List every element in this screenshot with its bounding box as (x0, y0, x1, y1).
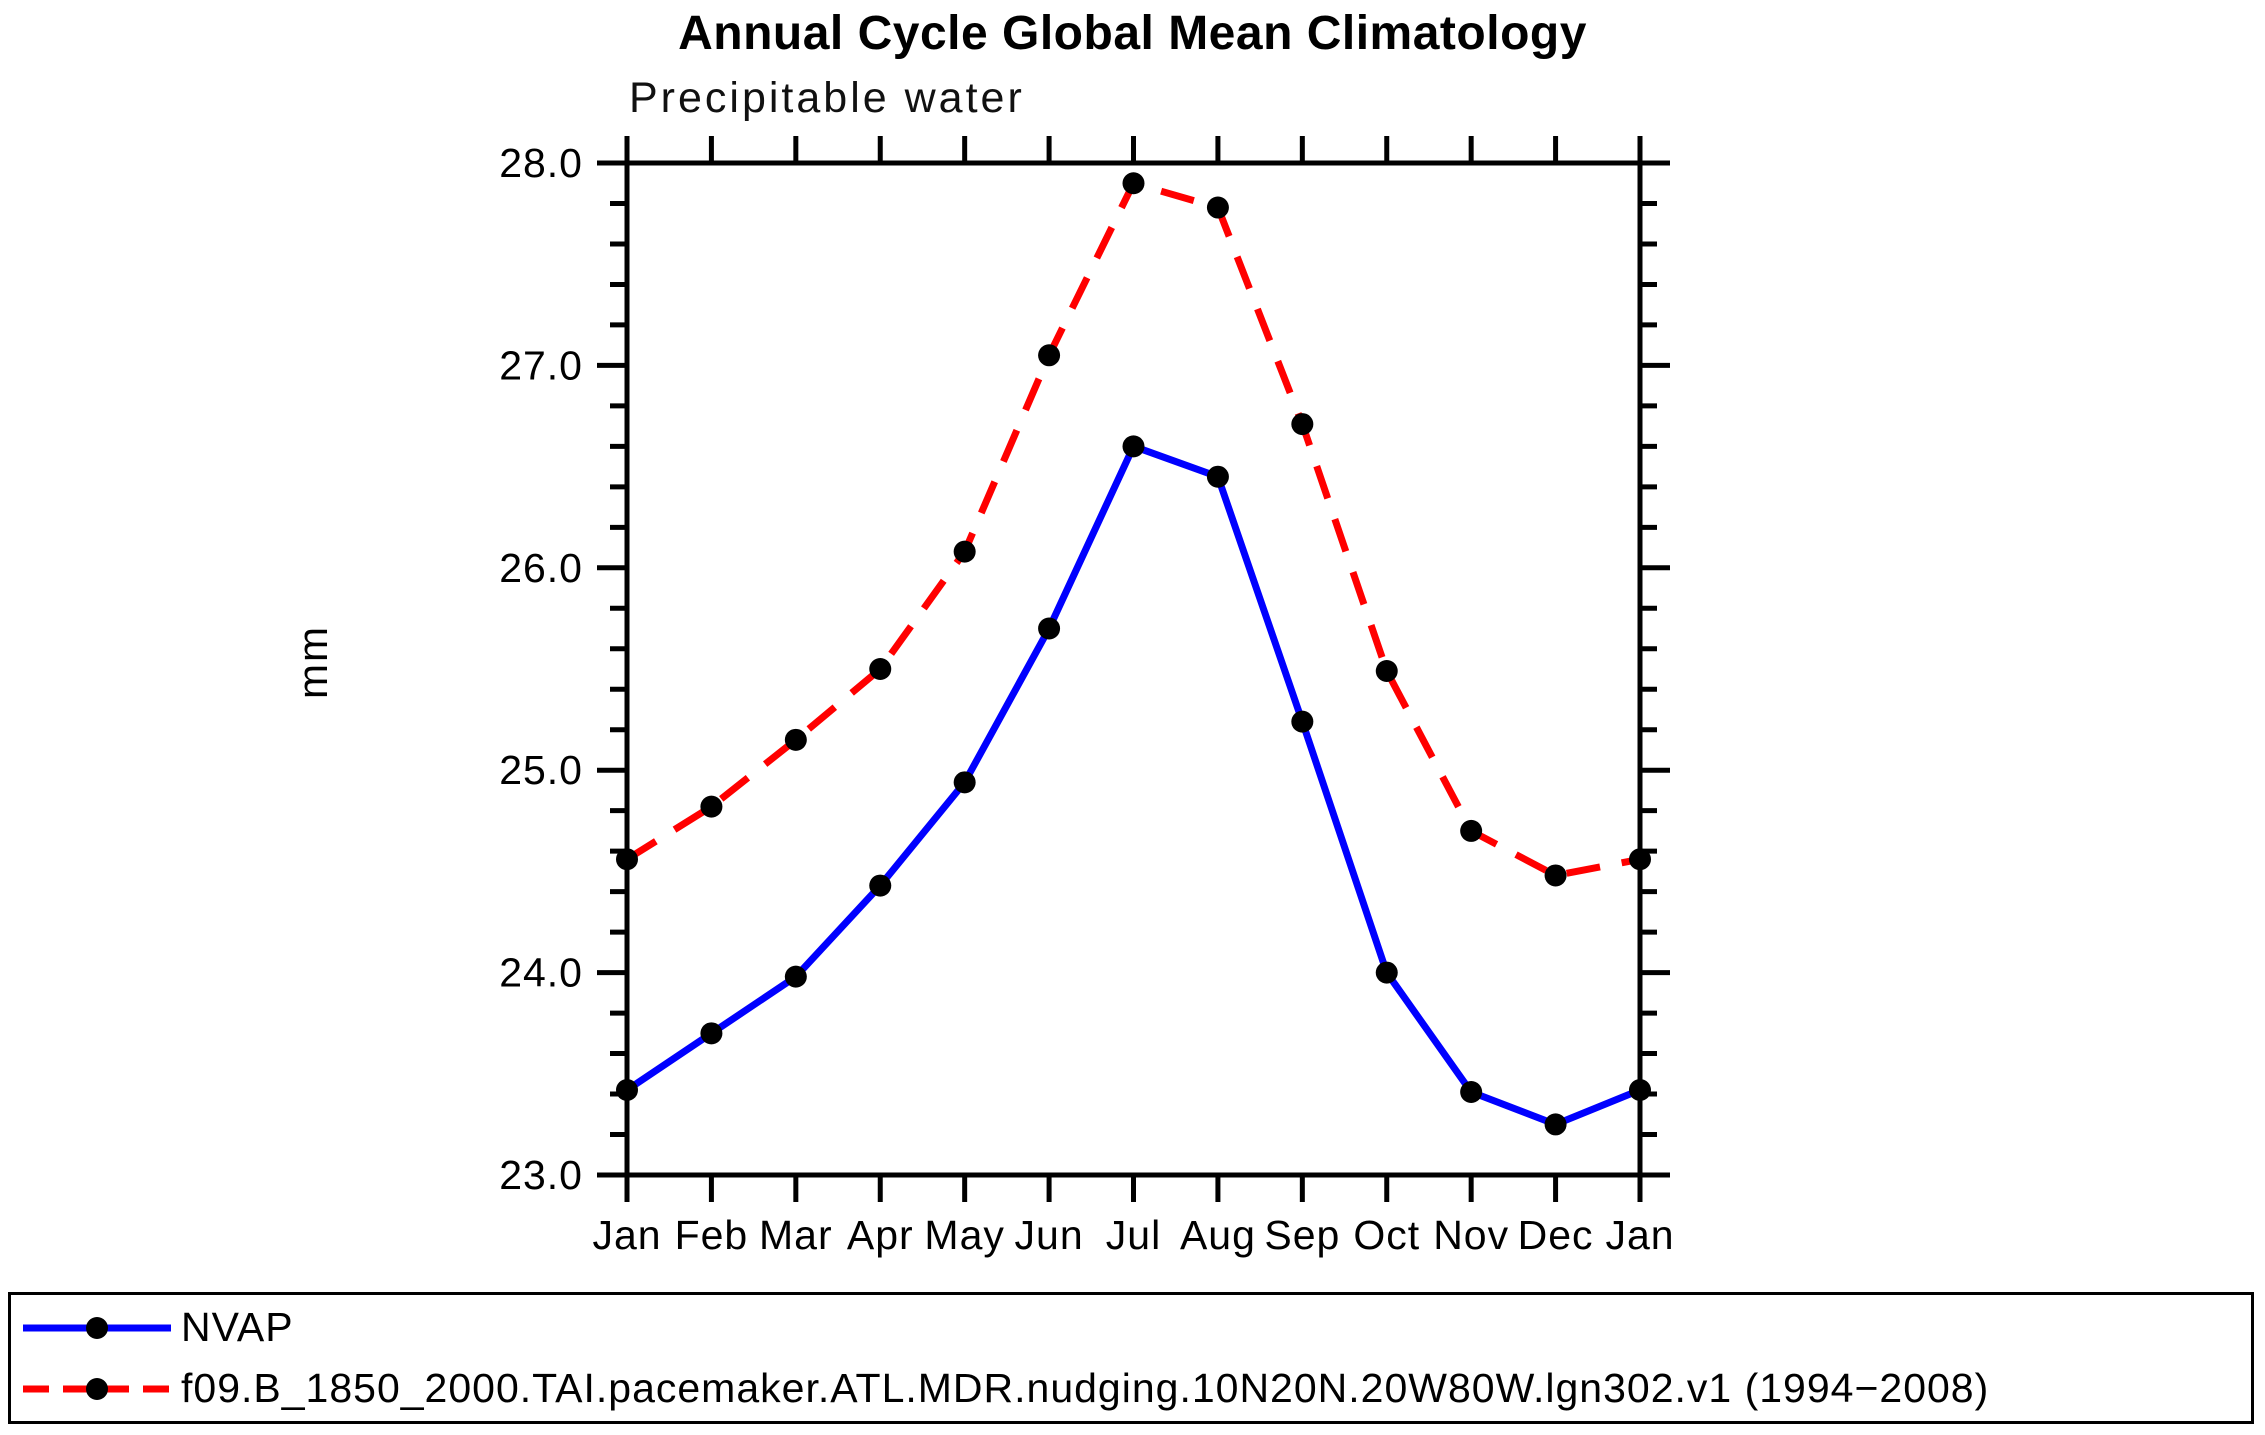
data-point-marker (1460, 819, 1483, 842)
data-point-marker (1460, 1081, 1483, 1104)
y-tick-label: 27.0 (499, 342, 583, 388)
legend-marker-dot (86, 1316, 108, 1339)
legend-label-nvap: NVAP (181, 1304, 294, 1350)
data-point-marker (953, 771, 976, 794)
data-point-marker (1206, 196, 1229, 219)
legend-line-sample-solid (23, 1316, 171, 1339)
y-tick-label: 26.0 (499, 545, 583, 591)
data-point-marker (1291, 710, 1314, 733)
data-point-marker (1122, 435, 1145, 458)
data-point-marker (1206, 465, 1229, 488)
legend-label-model: f09.B_1850_2000.TAI.pacemaker.ATL.MDR.nu… (181, 1365, 1990, 1411)
data-point-marker (784, 965, 807, 988)
x-tick-label: Jul (1106, 1212, 1161, 1258)
series-line-nvap (625, 441, 1642, 1129)
y-tick-label: 24.0 (499, 950, 583, 996)
x-tick-label: Oct (1353, 1212, 1420, 1258)
data-point-marker (1375, 961, 1398, 984)
data-point-marker (1629, 848, 1651, 871)
data-point-marker (784, 728, 807, 751)
x-tick-label: May (924, 1212, 1004, 1258)
legend-box: NVAP f09.B_1850_2000.TAI.pacemaker.ATL.M… (8, 1292, 2254, 1424)
legend-line-sample-dashed (23, 1377, 171, 1400)
x-tick-label: Jan (592, 1212, 661, 1258)
data-point-marker (953, 540, 976, 563)
y-tick-label: 28.0 (499, 140, 583, 186)
legend-item-model: f09.B_1850_2000.TAI.pacemaker.ATL.MDR.nu… (21, 1361, 2251, 1417)
data-point-marker (700, 1022, 723, 1045)
data-point-marker (869, 658, 892, 680)
x-tick-label: Jan (1605, 1212, 1674, 1258)
data-point-marker (1544, 864, 1567, 887)
data-point-marker (1038, 617, 1061, 640)
chart-subtitle: Precipitable water (629, 74, 1025, 122)
legend-item-nvap: NVAP (21, 1300, 2251, 1356)
x-tick-label: Apr (847, 1212, 914, 1258)
legend-marker-dot (86, 1377, 108, 1400)
data-point-marker (700, 795, 723, 818)
series-line-model (625, 179, 1641, 880)
x-tick-label: Sep (1264, 1212, 1340, 1258)
x-tick-label: Dec (1518, 1212, 1594, 1258)
data-point-marker (616, 1078, 638, 1101)
data-point-marker (869, 874, 892, 897)
y-tick-label: 23.0 (499, 1152, 583, 1198)
x-tick-label: Feb (675, 1212, 749, 1258)
x-tick-label: Mar (759, 1212, 833, 1258)
data-point-marker (1122, 172, 1145, 195)
data-point-marker (1375, 660, 1398, 683)
y-tick-label: 25.0 (499, 747, 583, 793)
data-point-marker (1629, 1078, 1651, 1101)
chart-title: Annual Cycle Global Mean Climatology (678, 7, 1587, 60)
data-point-marker (616, 848, 638, 871)
x-tick-label: Nov (1433, 1212, 1509, 1258)
data-point-marker (1038, 344, 1061, 367)
data-point-marker (1544, 1113, 1567, 1136)
chart-canvas: Jan Feb Mar Apr May Jun Jul Aug Sep Oct Nov Dec Jan2… (499, 136, 1674, 1258)
x-tick-label: Aug (1180, 1212, 1256, 1258)
data-point-marker (1291, 413, 1314, 436)
x-tick-label: Jun (1015, 1212, 1084, 1258)
